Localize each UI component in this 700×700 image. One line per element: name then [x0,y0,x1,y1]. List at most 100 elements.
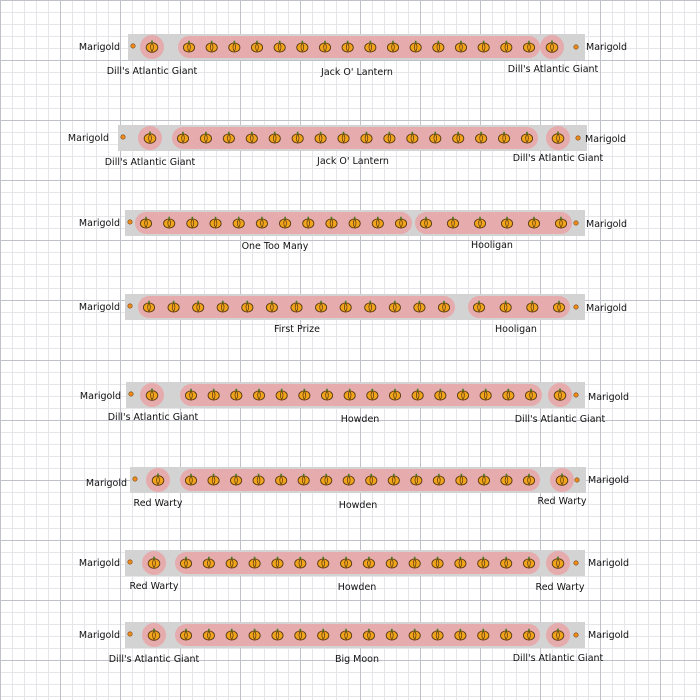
planting-segment: First Prize [138,296,455,335]
pumpkin-icon [230,473,243,486]
pumpkin-icon [526,300,539,313]
pumpkin-icon [163,216,176,229]
variety-label: Hooligan [471,240,513,251]
planting-segment: Dill's Atlantic Giant [109,623,200,665]
pumpkin-icon [413,300,426,313]
planting-segment: Howden [175,552,540,593]
pumpkin-icon [279,216,292,229]
garden-bed: Marigold Marigold Dill's Atlantic Giant Jac… [68,125,626,168]
pumpkin-icon [388,388,402,401]
pumpkin-icon [179,628,193,641]
edge-plant-label-left: Marigold [68,133,109,144]
pumpkin-icon [142,300,156,313]
pumpkin-icon [320,388,334,401]
pumpkin-icon [387,473,400,486]
pumpkin-icon [437,300,451,313]
garden-bed: Marigold Marigold One Too Many Hooligan [79,210,627,252]
pumpkin-icon [250,40,264,53]
planting-segment: Red Warty [134,468,183,509]
variety-label: Dill's Atlantic Giant [508,64,599,75]
pumpkin-icon [315,300,328,313]
marigold-icon [120,134,126,140]
pumpkin-icon [216,300,229,313]
pumpkin-icon [248,556,261,569]
pumpkin-icon [147,628,161,641]
variety-label: Dill's Atlantic Giant [515,414,606,425]
pumpkin-icon [271,556,284,569]
pumpkin-icon [297,473,310,486]
pumpkin-icon [477,628,490,641]
pumpkin-icon [499,300,512,313]
marigold-icon [573,220,579,226]
pumpkin-icon [209,216,222,229]
planting-segment: Dill's Atlantic Giant [513,623,604,664]
pumpkin-icon [340,628,353,641]
pumpkin-icon [348,216,361,229]
marigold-icon [574,477,580,483]
pumpkin-icon [205,40,218,53]
variety-label: First Prize [274,324,320,335]
pumpkin-icon [340,556,353,569]
pumpkin-icon [498,131,511,144]
variety-label: Dill's Atlantic Giant [108,412,199,423]
pumpkin-icon [411,388,424,401]
variety-label: Dill's Atlantic Giant [513,153,604,164]
planting-segment: Jack O' Lantern [172,127,538,167]
pumpkin-icon [147,556,161,569]
planting-segment: One Too Many [135,212,412,252]
edge-plant-label-right: Marigold [588,475,629,486]
pumpkin-icon [184,388,198,401]
pumpkin-icon [167,300,180,313]
planting-segment: Dill's Atlantic Giant [515,383,606,425]
planting-segment: Dill's Atlantic Giant [107,35,198,77]
planting-segment: Dill's Atlantic Giant [108,383,199,423]
planting-segment: Howden [180,384,542,425]
edge-plant-label-left: Marigold [79,42,120,53]
pumpkin-icon [554,216,568,229]
pumpkin-icon [202,628,215,641]
pumpkin-icon [429,131,442,144]
pumpkin-icon [454,40,468,53]
pumpkin-icon [527,216,541,229]
planting-segment: Red Warty [130,551,179,592]
pumpkin-icon [245,131,258,144]
edge-plant-label-right: Marigold [586,42,627,53]
pumpkin-icon [182,40,196,53]
variety-label: Red Warty [130,581,179,592]
variety-label: Red Warty [538,496,587,507]
pumpkin-icon [248,628,261,641]
pumpkin-icon [522,473,536,486]
pumpkin-icon [343,388,356,401]
pumpkin-icon [241,300,254,313]
pumpkin-icon [479,388,492,401]
edge-plant-label-left: Marigold [79,302,120,313]
pumpkin-icon [362,556,375,569]
garden-bed: Marigold Marigold First Prize Hooligan [79,294,627,335]
pumpkin-icon [360,131,373,144]
pumpkin-icon [522,628,536,641]
garden-bed: Marigold Marigold Red Warty Howden Red Warty [79,550,629,593]
pumpkin-icon [337,131,350,144]
pumpkin-icon [228,40,241,53]
garden-bed: Marigold Marigold Dill's Atlantic Giant How… [80,382,629,425]
edge-plant-label-left: Marigold [79,218,120,229]
pumpkin-icon [477,40,490,53]
pumpkin-icon [475,131,488,144]
pumpkin-icon [406,131,419,144]
pumpkin-icon [232,216,245,229]
variety-label: Jack O' Lantern [320,67,393,78]
pumpkin-icon [255,216,268,229]
pumpkin-icon [320,473,333,486]
pumpkin-icon [364,40,377,53]
pumpkin-icon [366,388,379,401]
edge-plant-label-right: Marigold [588,558,629,569]
pumpkin-icon [431,556,444,569]
pumpkin-icon [432,473,445,486]
pumpkin-icon [371,216,384,229]
pumpkin-icon [408,628,421,641]
planting-segment: Hooligan [415,212,572,251]
marigold-icon [573,560,579,566]
pumpkin-icon [302,216,315,229]
pumpkin-icon [524,388,538,401]
garden-bed: Marigold Marigold Dill's Atlantic Giant Big… [79,622,629,665]
